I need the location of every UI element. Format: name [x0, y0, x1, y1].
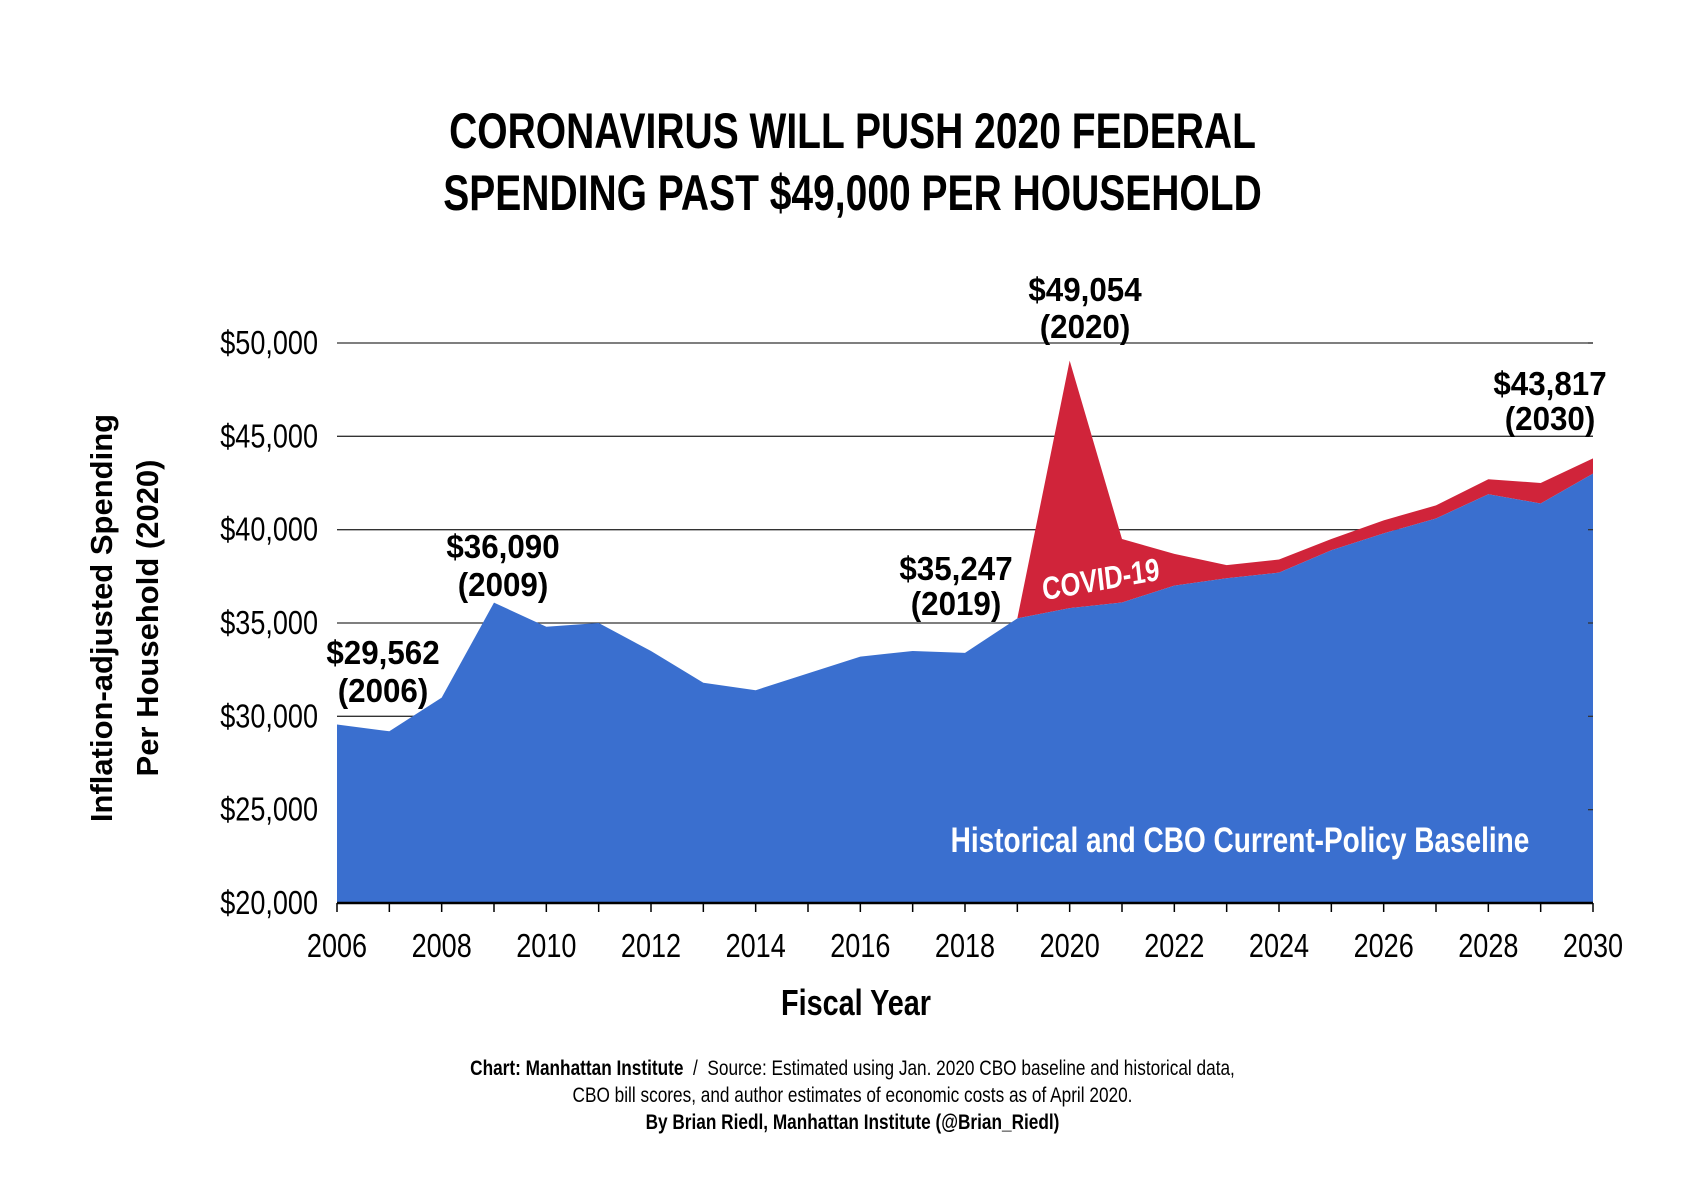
chart-title: CORONAVIRUS WILL PUSH 2020 FEDERAL SPEND…	[0, 100, 1705, 224]
y-tick-label: $45,000	[220, 419, 318, 455]
footer-line-1: Chart: Manhattan Institute / Source: Est…	[153, 1055, 1551, 1082]
x-tick-label: 2010	[516, 929, 576, 965]
annotation-value: $35,247	[899, 550, 1012, 587]
x-tick-label: 2008	[412, 929, 472, 965]
labels: $20,000 $25,000 $30,000 $35,000 $40,000 $45,0…	[84, 271, 1623, 1022]
areas	[337, 360, 1593, 903]
footer-line-3: By Brian Riedl, Manhattan Institute (@Br…	[153, 1109, 1551, 1136]
annotation-year: (2030)	[1505, 400, 1596, 437]
covid-19-area	[1017, 360, 1593, 619]
annotation-year: (2009)	[458, 566, 549, 603]
y-tick-label: $35,000	[220, 606, 318, 642]
footer-separator: /	[693, 1057, 698, 1080]
x-tick-label: 2020	[1040, 929, 1100, 965]
annotation-value: $29,562	[326, 634, 439, 671]
y-axis-title-line-2: Per Household (2020)	[130, 460, 165, 777]
byline: By Brian Riedl, Manhattan Institute (@Br…	[645, 1111, 1060, 1134]
x-tick-label: 2030	[1563, 929, 1623, 965]
chart-credit: Chart: Manhattan Institute	[470, 1057, 684, 1080]
annotation-value: $36,090	[446, 528, 559, 565]
source-line-1: Source: Estimated using Jan. 2020 CBO ba…	[707, 1057, 1235, 1080]
y-tick-label: $40,000	[220, 512, 318, 548]
annotation-value: $43,817	[1493, 365, 1606, 402]
x-tick-label: 2006	[307, 929, 367, 965]
axes	[336, 342, 1594, 912]
x-tick-label: 2016	[830, 929, 890, 965]
y-tick-label: $25,000	[220, 792, 318, 828]
x-tick-label: 2018	[935, 929, 995, 965]
x-axis-title: Fiscal Year	[781, 982, 931, 1023]
x-tick-label: 2022	[1144, 929, 1204, 965]
annotation-year: (2006)	[338, 672, 429, 709]
x-tick-label: 2014	[726, 929, 786, 965]
annotation-year: (2019)	[911, 585, 1002, 622]
baseline-area	[337, 473, 1593, 903]
y-tick-label: $50,000	[220, 326, 318, 362]
chart-title-line-1: CORONAVIRUS WILL PUSH 2020 FEDERAL	[449, 103, 1256, 159]
baseline-label: Historical and CBO Current-Policy Baseli…	[951, 820, 1530, 860]
x-tick-label: 2024	[1249, 929, 1309, 965]
chart-title-line-2: SPENDING PAST $49,000 PER HOUSEHOLD	[443, 165, 1262, 221]
source-line-2: CBO bill scores, and author estimates of…	[572, 1084, 1133, 1107]
annotation-value: $49,054	[1028, 271, 1141, 308]
x-tick-label: 2012	[621, 929, 681, 965]
annotation-year: (2020)	[1040, 308, 1131, 345]
x-tick-label: 2026	[1354, 929, 1414, 965]
footer: Chart: Manhattan Institute / Source: Est…	[0, 1055, 1705, 1136]
x-tick-label: 2028	[1458, 929, 1518, 965]
y-tick-label: $20,000	[220, 886, 318, 922]
y-tick-label: $30,000	[220, 699, 318, 735]
y-axis-title-line-1: Inflation-adjusted Spending	[84, 414, 119, 822]
